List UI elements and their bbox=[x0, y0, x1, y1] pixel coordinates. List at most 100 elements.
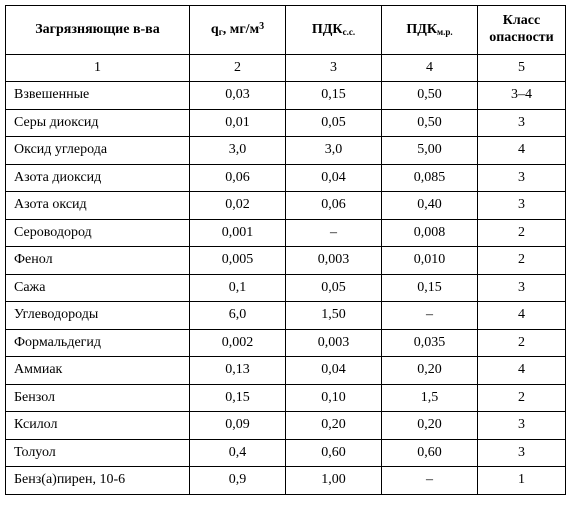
hazard-class-value: 4 bbox=[477, 356, 566, 385]
header-pdk-mr: ПДКм.р. bbox=[381, 5, 478, 55]
hazard-class-value: 3 bbox=[477, 438, 566, 467]
pdk-mr-value: 0,40 bbox=[381, 191, 478, 220]
column-number: 4 bbox=[381, 54, 478, 82]
pollutant-name: Углеводороды bbox=[5, 301, 190, 330]
hazard-class-value: 3 bbox=[477, 191, 566, 220]
pdk-ss-value: 0,04 bbox=[285, 163, 382, 192]
pollutant-name: Азота диоксид bbox=[5, 163, 190, 192]
pdk-mr-value: – bbox=[381, 466, 478, 495]
hazard-class-value: 4 bbox=[477, 136, 566, 165]
pollutant-name: Серы диоксид bbox=[5, 108, 190, 137]
pdk-mr-value: 0,085 bbox=[381, 163, 478, 192]
header-emission: qг, мг/м3 bbox=[189, 5, 286, 55]
hazard-class-value: 2 bbox=[477, 218, 566, 247]
header-hazard-class-line2: опасности bbox=[489, 30, 554, 45]
pdk-ss-value: 3,0 bbox=[285, 136, 382, 165]
pdk-ss-value: 0,60 bbox=[285, 438, 382, 467]
emission-value: 3,0 bbox=[189, 136, 286, 165]
pollutant-name: Азота оксид bbox=[5, 191, 190, 220]
header-emission-unit: , мг/м bbox=[222, 22, 260, 38]
emission-value: 0,13 bbox=[189, 356, 286, 385]
table-row: Формальдегид 0,002 0,003 0,035 2 bbox=[5, 328, 566, 357]
pollutant-name: Сероводород bbox=[5, 218, 190, 247]
header-pdk-ss-sub: с.с. bbox=[342, 26, 356, 37]
header-hazard-class: Класс опасности bbox=[477, 5, 566, 55]
pollutant-name: Бенз(а)пирен, 10-6 bbox=[5, 466, 190, 495]
table-header: Загрязняющие в-ва qг, мг/м3 ПДКс.с. ПДКм… bbox=[5, 5, 566, 55]
emission-value: 0,02 bbox=[189, 191, 286, 220]
table-row: Сажа 0,1 0,05 0,15 3 bbox=[5, 273, 566, 302]
pdk-mr-value: 0,50 bbox=[381, 81, 478, 110]
hazard-class-value: 4 bbox=[477, 301, 566, 330]
emission-value: 6,0 bbox=[189, 301, 286, 330]
hazard-class-value: 2 bbox=[477, 328, 566, 357]
hazard-class-value: 3 bbox=[477, 108, 566, 137]
header-pdk-ss-base: ПДК bbox=[311, 21, 343, 37]
pdk-mr-value: 0,60 bbox=[381, 438, 478, 467]
pdk-mr-value: 0,15 bbox=[381, 273, 478, 302]
pollutant-name: Фенол bbox=[5, 246, 190, 275]
table-row: Оксид углерода 3,0 3,0 5,00 4 bbox=[5, 136, 566, 165]
emission-value: 0,09 bbox=[189, 411, 286, 440]
table-row: Толуол 0,4 0,60 0,60 3 bbox=[5, 438, 566, 467]
emission-value: 0,005 bbox=[189, 246, 286, 275]
pdk-mr-value: 0,20 bbox=[381, 356, 478, 385]
pdk-ss-value: 1,00 bbox=[285, 466, 382, 495]
column-number-row: 1 2 3 4 5 bbox=[5, 54, 566, 82]
header-pdk-mr-sub: м.р. bbox=[437, 26, 453, 37]
header-row: Загрязняющие в-ва qг, мг/м3 ПДКс.с. ПДКм… bbox=[5, 5, 566, 55]
pdk-mr-value: 1,5 bbox=[381, 383, 478, 412]
pdk-mr-value: 0,035 bbox=[381, 328, 478, 357]
table-row: Аммиак 0,13 0,04 0,20 4 bbox=[5, 356, 566, 385]
pdk-mr-value: 0,20 bbox=[381, 411, 478, 440]
pdk-ss-value: 0,10 bbox=[285, 383, 382, 412]
table-row: Бенз(а)пирен, 10-6 0,9 1,00–1 bbox=[5, 466, 566, 495]
column-number: 2 bbox=[189, 54, 286, 82]
pdk-ss-value: 0,003 bbox=[285, 328, 382, 357]
column-number: 1 bbox=[5, 54, 190, 82]
pollutants-table: Загрязняющие в-ва qг, мг/м3 ПДКс.с. ПДКм… bbox=[5, 5, 566, 495]
hazard-class-value: 3–4 bbox=[477, 81, 566, 110]
pdk-ss-value: 0,05 bbox=[285, 273, 382, 302]
pdk-ss-value: 0,06 bbox=[285, 191, 382, 220]
table-body: 1 2 3 4 5 Взвешенные 0,03 0,15 0,50 3–4 Серы … bbox=[5, 54, 566, 495]
emission-value: 0,001 bbox=[189, 218, 286, 247]
table-row: Ксилол 0,09 0,20 0,20 3 bbox=[5, 411, 566, 440]
table-row: Азота диоксид 0,06 0,04 0,085 3 bbox=[5, 163, 566, 192]
pdk-ss-value: 0,20 bbox=[285, 411, 382, 440]
pdk-ss-value: 0,05 bbox=[285, 108, 382, 137]
header-pollutants-label: Загрязняющие в-ва bbox=[35, 21, 160, 37]
header-pollutants: Загрязняющие в-ва bbox=[5, 5, 190, 55]
pdk-ss-value: 0,04 bbox=[285, 356, 382, 385]
table-row: Серы диоксид 0,01 0,05 0,50 3 bbox=[5, 108, 566, 137]
pdk-mr-value: 0,008 bbox=[381, 218, 478, 247]
pdk-ss-value: – bbox=[285, 218, 382, 247]
column-number: 3 bbox=[285, 54, 382, 82]
table-row: Углеводороды 6,0 1,50–4 bbox=[5, 301, 566, 330]
header-hazard-class-line1: Класс bbox=[502, 13, 541, 29]
header-pdk-ss: ПДКс.с. bbox=[285, 5, 382, 55]
table-row: Бензол 0,15 0,10 1,5 2 bbox=[5, 383, 566, 412]
hazard-class-value: 3 bbox=[477, 273, 566, 302]
emission-value: 0,4 bbox=[189, 438, 286, 467]
pdk-mr-value: 0,010 bbox=[381, 246, 478, 275]
pollutant-name: Аммиак bbox=[5, 356, 190, 385]
pollutant-name: Оксид углерода bbox=[5, 136, 190, 165]
header-emission-sup: 3 bbox=[259, 21, 265, 33]
pollutant-name: Толуол bbox=[5, 438, 190, 467]
table-row: Взвешенные 0,03 0,15 0,50 3–4 bbox=[5, 81, 566, 110]
column-number: 5 bbox=[477, 54, 566, 82]
pdk-mr-value: 0,50 bbox=[381, 108, 478, 137]
emission-value: 0,9 bbox=[189, 466, 286, 495]
hazard-class-value: 2 bbox=[477, 246, 566, 275]
emission-value: 0,06 bbox=[189, 163, 286, 192]
pollutant-name: Ксилол bbox=[5, 411, 190, 440]
emission-value: 0,15 bbox=[189, 383, 286, 412]
table-row: Фенол 0,005 0,003 0,010 2 bbox=[5, 246, 566, 275]
pdk-mr-value: 5,00 bbox=[381, 136, 478, 165]
header-emission-sub: г bbox=[218, 27, 223, 38]
pdk-ss-value: 0,003 bbox=[285, 246, 382, 275]
emission-value: 0,1 bbox=[189, 273, 286, 302]
pollutant-name: Взвешенные bbox=[5, 81, 190, 110]
hazard-class-value: 2 bbox=[477, 383, 566, 412]
